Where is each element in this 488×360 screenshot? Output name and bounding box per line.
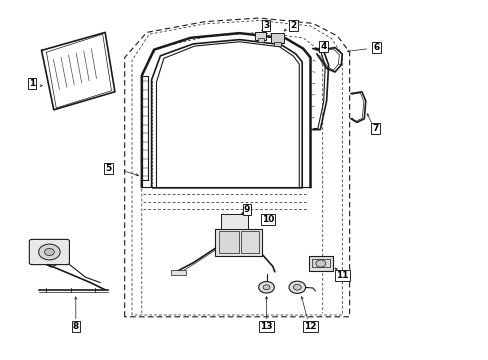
Text: 11: 11 xyxy=(335,271,348,280)
Circle shape xyxy=(44,248,54,256)
Circle shape xyxy=(258,282,274,293)
FancyBboxPatch shape xyxy=(29,239,69,265)
Text: 6: 6 xyxy=(373,43,379,52)
Text: 7: 7 xyxy=(371,124,378,133)
Circle shape xyxy=(263,285,269,290)
Bar xyxy=(219,231,238,253)
Text: 9: 9 xyxy=(243,205,250,214)
Circle shape xyxy=(293,284,301,290)
Text: 10: 10 xyxy=(261,215,274,224)
Bar xyxy=(271,33,284,43)
Bar xyxy=(308,256,332,271)
Text: 13: 13 xyxy=(260,322,272,331)
Text: 4: 4 xyxy=(320,42,326,51)
Circle shape xyxy=(39,244,60,260)
Bar xyxy=(273,42,281,46)
Circle shape xyxy=(288,281,305,293)
Circle shape xyxy=(315,260,325,267)
Bar xyxy=(215,229,261,256)
Bar xyxy=(221,214,247,229)
Bar xyxy=(240,231,259,253)
Text: 1: 1 xyxy=(29,79,35,88)
Text: 8: 8 xyxy=(73,322,79,331)
Text: 3: 3 xyxy=(263,21,268,30)
Bar xyxy=(255,32,265,40)
Text: 2: 2 xyxy=(290,21,296,30)
Bar xyxy=(311,259,329,267)
Text: 12: 12 xyxy=(304,322,316,331)
Bar xyxy=(171,270,185,275)
Text: 5: 5 xyxy=(105,163,111,172)
Bar xyxy=(257,38,263,42)
